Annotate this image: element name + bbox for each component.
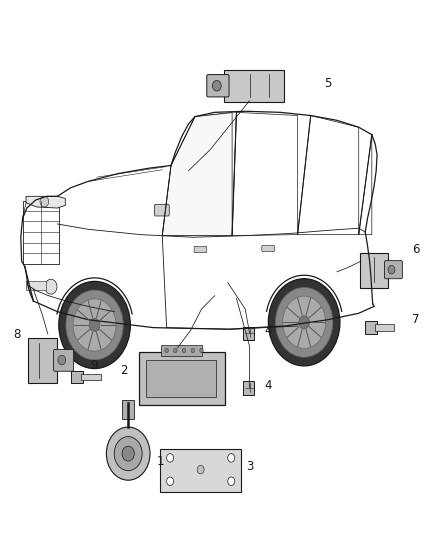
FancyBboxPatch shape: [375, 325, 394, 331]
FancyBboxPatch shape: [224, 70, 284, 102]
Circle shape: [268, 279, 340, 366]
Text: 5: 5: [324, 77, 331, 90]
Circle shape: [388, 265, 395, 274]
Circle shape: [228, 477, 235, 486]
FancyBboxPatch shape: [53, 350, 74, 371]
Circle shape: [89, 318, 100, 332]
FancyBboxPatch shape: [160, 449, 241, 492]
Text: 6: 6: [412, 243, 420, 256]
FancyBboxPatch shape: [207, 75, 229, 97]
Circle shape: [212, 80, 221, 91]
Circle shape: [200, 349, 203, 353]
Circle shape: [106, 427, 150, 480]
Circle shape: [173, 349, 177, 353]
Circle shape: [59, 281, 131, 368]
Polygon shape: [162, 112, 237, 236]
FancyBboxPatch shape: [122, 400, 134, 418]
Circle shape: [182, 349, 186, 353]
Circle shape: [45, 279, 57, 294]
Circle shape: [166, 454, 173, 462]
FancyBboxPatch shape: [28, 338, 57, 383]
Circle shape: [40, 196, 49, 207]
FancyBboxPatch shape: [243, 381, 254, 395]
Circle shape: [165, 349, 168, 353]
Text: 7: 7: [412, 313, 420, 326]
Text: 9: 9: [90, 359, 98, 372]
Circle shape: [114, 437, 142, 471]
FancyBboxPatch shape: [365, 321, 377, 334]
Circle shape: [122, 446, 134, 461]
Circle shape: [166, 477, 173, 486]
FancyBboxPatch shape: [262, 245, 275, 252]
FancyBboxPatch shape: [81, 374, 101, 380]
FancyBboxPatch shape: [139, 352, 225, 405]
Circle shape: [276, 287, 333, 357]
Text: 3: 3: [246, 461, 254, 473]
Text: 4: 4: [265, 378, 272, 392]
FancyBboxPatch shape: [154, 204, 169, 216]
Text: 1: 1: [156, 455, 164, 468]
Circle shape: [66, 290, 123, 360]
FancyBboxPatch shape: [161, 345, 202, 357]
Circle shape: [228, 454, 235, 462]
Circle shape: [299, 316, 310, 329]
FancyBboxPatch shape: [194, 246, 207, 253]
FancyBboxPatch shape: [385, 261, 403, 279]
FancyBboxPatch shape: [243, 327, 254, 341]
Circle shape: [191, 349, 194, 353]
Text: 2: 2: [120, 364, 127, 377]
Text: 4: 4: [265, 324, 272, 337]
Circle shape: [58, 356, 66, 365]
Circle shape: [283, 296, 325, 349]
FancyBboxPatch shape: [71, 370, 83, 383]
FancyBboxPatch shape: [360, 253, 389, 288]
FancyBboxPatch shape: [146, 360, 215, 397]
Circle shape: [73, 299, 116, 351]
Text: 8: 8: [13, 327, 20, 341]
Circle shape: [197, 465, 204, 474]
FancyBboxPatch shape: [26, 281, 46, 290]
Polygon shape: [26, 196, 65, 208]
